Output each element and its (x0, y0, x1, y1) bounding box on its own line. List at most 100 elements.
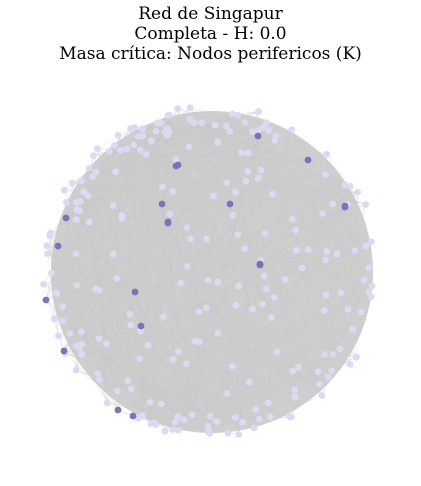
network-node (281, 276, 289, 283)
network-edge (327, 206, 346, 378)
network-edge (96, 159, 309, 173)
network-node (362, 201, 370, 208)
network-node (127, 385, 135, 393)
network-node (62, 198, 70, 206)
network-edge (53, 318, 236, 418)
network-node (80, 188, 88, 196)
network-edge (114, 145, 292, 417)
network-node (68, 179, 76, 187)
network-edge (117, 390, 295, 398)
network-node (333, 250, 341, 258)
network-node (254, 127, 261, 135)
network-node (75, 207, 83, 215)
network-edge (75, 369, 173, 430)
network-edge (43, 144, 134, 285)
network-edge (166, 128, 370, 293)
network-node (94, 145, 101, 153)
network-edge (344, 184, 369, 268)
network-edge (95, 171, 269, 403)
network-node (295, 363, 302, 371)
network-edge (45, 130, 260, 301)
network-edge (51, 273, 361, 313)
network-node (318, 392, 326, 399)
network-edge (75, 348, 80, 371)
network-node (169, 188, 177, 195)
network-edge (72, 183, 346, 207)
network-node (319, 210, 326, 217)
peripheral-node (62, 214, 70, 222)
peripheral-nodes (42, 132, 349, 420)
network-edge (140, 325, 357, 358)
network-edge (56, 113, 233, 294)
network-edge (76, 209, 82, 332)
network-edge (56, 293, 185, 420)
peripheral-node (129, 412, 137, 420)
network-edge (175, 165, 217, 422)
network-edge (46, 114, 239, 246)
network-edge (49, 235, 269, 403)
network-node (321, 307, 328, 314)
network-node (265, 126, 272, 134)
network-edge (117, 409, 173, 430)
network-node (269, 190, 276, 198)
network-edge (208, 186, 351, 433)
network-edge (289, 246, 367, 417)
network-node (59, 317, 67, 325)
network-node (102, 340, 110, 348)
network-node (185, 143, 193, 151)
network-edge (178, 186, 351, 431)
network-node (272, 133, 280, 141)
network-node (206, 412, 214, 420)
network-node (316, 380, 323, 388)
network-node (346, 361, 354, 368)
network-edge (79, 115, 169, 349)
network-edge (99, 144, 134, 380)
network-node (323, 150, 331, 158)
network-edge (79, 159, 309, 211)
network-edge (56, 292, 361, 313)
network-edge (130, 128, 319, 372)
network-edge (175, 165, 341, 349)
network-edge (131, 388, 211, 417)
network-edge (294, 204, 366, 390)
network-node (136, 146, 144, 154)
network-edge (153, 122, 246, 423)
network-node (226, 128, 234, 135)
network-node (127, 125, 134, 132)
network-edge (153, 107, 191, 423)
network-edge (93, 155, 323, 396)
network-edge (226, 125, 253, 132)
network-node (213, 418, 221, 426)
network-node (150, 419, 158, 427)
network-edge (325, 174, 372, 242)
network-node (235, 431, 243, 438)
network-edge (155, 127, 264, 425)
network-edge (93, 155, 179, 166)
network-node (118, 212, 126, 219)
peripheral-node (131, 288, 139, 296)
network-edge (134, 291, 176, 423)
network-edge (151, 122, 267, 141)
peripheral-node (164, 219, 172, 227)
network-edge (50, 233, 155, 423)
figure-title-block: Red de Singapur Completa - H: 0.0 Masa c… (0, 4, 421, 64)
network-node (238, 149, 245, 157)
network-edge (45, 299, 66, 354)
network-node (160, 313, 167, 321)
network-edge (80, 201, 209, 427)
network-node (255, 108, 263, 115)
network-node (77, 328, 85, 336)
network-edge (169, 115, 256, 410)
network-node (349, 325, 357, 333)
network-node (262, 285, 270, 293)
network-node (270, 294, 278, 301)
network-edge (209, 203, 231, 434)
network-node (322, 291, 330, 299)
network-edge (99, 379, 118, 391)
peripheral-node (174, 161, 182, 169)
network-edge (325, 174, 351, 365)
network-node (174, 105, 182, 113)
network-node (123, 145, 131, 153)
network-node (336, 345, 344, 353)
network-edge (62, 306, 82, 332)
